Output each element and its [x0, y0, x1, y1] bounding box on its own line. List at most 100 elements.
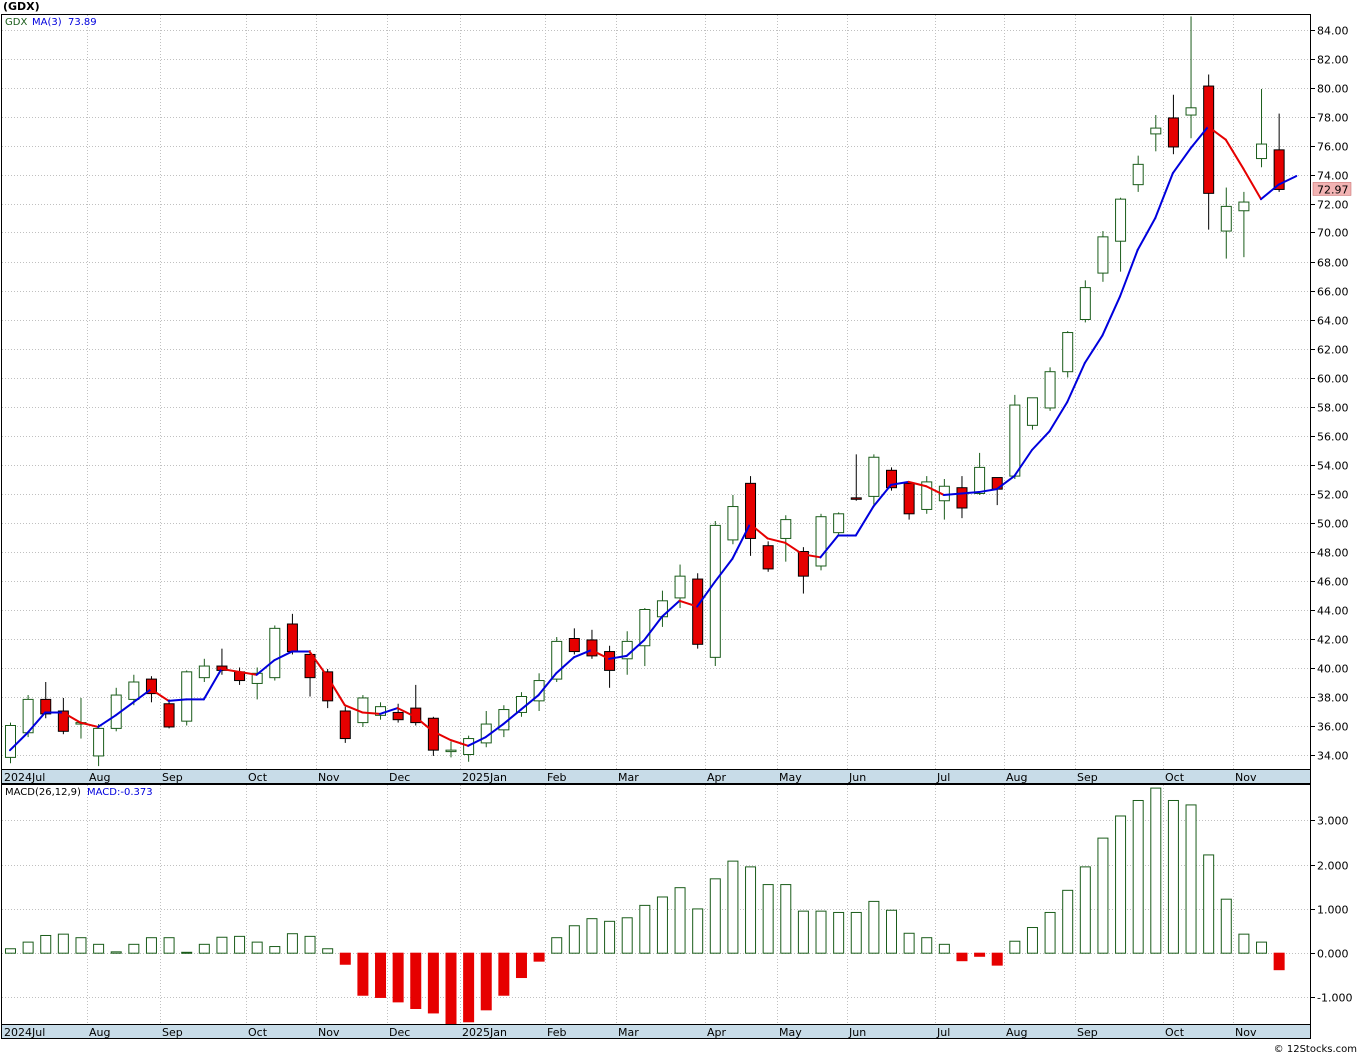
candle-up — [1062, 331, 1074, 378]
ma3-segment — [643, 615, 663, 641]
chart-title: (GDX) — [3, 0, 40, 13]
price-y-tick-label: 74.00 — [1317, 170, 1349, 183]
macd-x-tick-label: Aug — [89, 1026, 110, 1039]
watermark: © 12Stocks.com — [1274, 1044, 1357, 1055]
candle-body — [181, 671, 193, 722]
candle-down — [568, 628, 580, 655]
macd-bar — [286, 933, 298, 954]
price-y-tick-label: 38.00 — [1317, 692, 1349, 705]
candle-up — [815, 513, 827, 571]
candle-down — [163, 699, 175, 729]
candle-body — [674, 575, 686, 599]
candle-down — [1167, 94, 1179, 155]
candle-body — [850, 497, 862, 500]
candle-up — [5, 722, 16, 764]
macd-y-tick-label: -1.000 — [1317, 992, 1352, 1005]
ma3-segment — [326, 675, 346, 707]
price-x-tick-label: Sep — [1077, 771, 1098, 784]
macd-bar — [921, 937, 933, 954]
candle-up — [551, 637, 563, 682]
macd-x-tick-label: Sep — [1077, 1026, 1098, 1039]
price-y-tick-label: 40.00 — [1317, 663, 1349, 676]
candle-body — [727, 506, 739, 541]
ma3-segment — [1066, 362, 1086, 404]
legend-symbol: GDX — [5, 17, 27, 28]
candle-body — [1115, 198, 1127, 242]
macd-bar — [498, 952, 510, 996]
price-x-tick-label: Aug — [89, 771, 110, 784]
last-price-tag: 72.97 — [1317, 183, 1349, 196]
macd-bar — [40, 934, 52, 954]
candle-body — [762, 545, 774, 570]
macd-bar — [709, 878, 721, 954]
ma3-segment — [431, 730, 452, 741]
candle-body — [604, 651, 616, 671]
candle-body — [5, 725, 16, 758]
candle-down — [745, 476, 757, 556]
macd-legend-value: MACD:-0.373 — [87, 787, 153, 798]
macd-x-tick-label: 2024Jul — [4, 1026, 45, 1039]
candle-body — [163, 703, 175, 728]
macd-legend-label: MACD(26,12,9) — [5, 787, 81, 798]
macd-bar — [1132, 799, 1144, 954]
macd-bar — [868, 900, 880, 954]
candle-up — [780, 515, 792, 562]
candle-up — [269, 625, 281, 681]
ma3-segment — [484, 723, 505, 739]
price-y-tick-label: 68.00 — [1317, 257, 1349, 270]
macd-bar — [322, 948, 334, 954]
macd-x-tick-label: Apr — [707, 1026, 727, 1039]
macd-bar — [216, 936, 228, 954]
ma3-segment — [502, 708, 522, 726]
macd-bar — [463, 952, 475, 1023]
macd-bar — [551, 937, 563, 954]
price-y-tick-label: 78.00 — [1317, 112, 1349, 125]
price-y-tick-label: 82.00 — [1317, 54, 1349, 67]
ma3-segment — [890, 480, 910, 486]
ma3-segment — [907, 480, 928, 488]
candle-body — [1167, 117, 1179, 148]
macd-bar — [181, 951, 193, 954]
ma3-segment — [749, 522, 769, 540]
ma3-segment — [414, 715, 434, 733]
price-x-tick-label: Jun — [848, 771, 866, 784]
macd-y-axis: -1.000 0.000 1.000 2.000 3.000 — [1310, 815, 1352, 1005]
macd-bar — [974, 952, 986, 957]
candle-body — [128, 681, 140, 700]
macd-y-tick-label: 3.000 — [1317, 815, 1349, 828]
macd-y-tick-label: 1.000 — [1317, 904, 1349, 917]
ma3-segment — [784, 541, 804, 556]
macd-bar — [727, 860, 739, 954]
macd-bar — [110, 951, 122, 954]
ma3-segment — [537, 672, 558, 697]
macd-bar — [850, 911, 862, 954]
price-x-tick-label: Mar — [618, 771, 639, 784]
price-y-tick-label: 76.00 — [1317, 141, 1349, 154]
candle-body — [145, 678, 157, 695]
macd-bar — [780, 884, 792, 954]
macd-x-tick-label: Feb — [547, 1026, 566, 1039]
candle-up — [1220, 187, 1232, 259]
candle-up — [1044, 367, 1056, 411]
macd-bar — [22, 941, 34, 954]
macd-bar — [128, 943, 140, 954]
ma3-segment — [995, 475, 1016, 491]
candle-up — [1185, 16, 1197, 139]
ma3-segment — [467, 736, 487, 747]
price-x-tick-label: Nov — [318, 771, 340, 784]
ma3-segment — [379, 707, 399, 715]
macd-bar — [57, 933, 69, 954]
macd-bar — [938, 943, 950, 954]
macd-bar — [656, 896, 668, 954]
candle-body — [1062, 332, 1074, 373]
candle-up — [1079, 280, 1091, 323]
macd-grid — [2, 785, 1310, 1024]
last-price-tag-bg — [1312, 182, 1352, 196]
macd-bar — [1097, 837, 1109, 954]
ma3-segment — [1277, 175, 1298, 186]
macd-bar — [427, 952, 439, 1014]
ma3-segment — [925, 485, 945, 496]
price-y-tick-label: 48.00 — [1317, 547, 1349, 560]
candle-down — [427, 716, 439, 756]
candle-up — [445, 741, 457, 758]
